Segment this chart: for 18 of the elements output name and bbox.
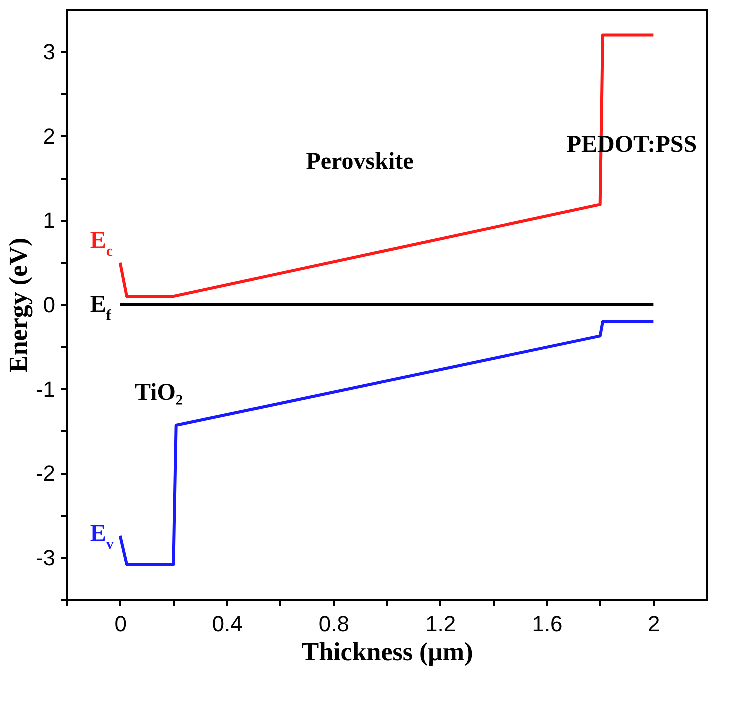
x-tick-label: 1.6 (532, 612, 563, 636)
annotation: TiO₂ (134, 380, 184, 406)
annotation: Perovskite (306, 149, 414, 175)
x-tick-label: 2 (648, 612, 660, 636)
y-tick-label: 2 (43, 124, 56, 149)
y-tick-label: -2 (36, 461, 56, 486)
line-series (118, 320, 656, 566)
y-tick-label: -1 (36, 376, 56, 402)
y-tick-label: 1 (43, 208, 56, 234)
y-tick-label: 3 (43, 40, 56, 65)
y-tick-label: -3 (36, 545, 56, 570)
x-tick-label: 0.8 (318, 612, 350, 636)
x-tick-label: 0.4 (212, 612, 243, 636)
x-tick-label: 0 (114, 612, 127, 636)
y-tick-label: 0 (43, 292, 56, 318)
x-tick-label: 1.2 (426, 612, 456, 636)
y-axis-title: Energy (eV) (4, 238, 33, 374)
x-axis-title: Thickness (μm) (302, 638, 474, 666)
